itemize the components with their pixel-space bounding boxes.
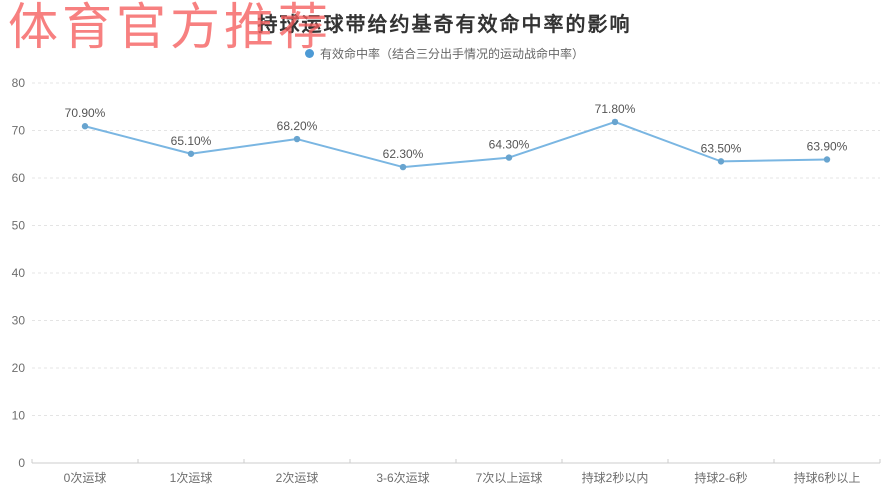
- data-label: 65.10%: [171, 134, 212, 148]
- data-label: 64.30%: [489, 138, 530, 152]
- data-label: 63.90%: [807, 139, 848, 153]
- data-label: 70.90%: [65, 106, 106, 120]
- y-axis-label: 0: [18, 456, 25, 470]
- y-axis-label: 50: [12, 219, 26, 233]
- legend-item[interactable]: 有效命中率（结合三分出手情况的运动战命中率）: [0, 45, 889, 62]
- y-axis-label: 10: [12, 409, 26, 423]
- x-axis-label: 1次运球: [170, 471, 213, 485]
- y-axis-label: 60: [12, 171, 26, 185]
- legend-label: 有效命中率（结合三分出手情况的运动战命中率）: [319, 47, 584, 61]
- x-axis-label: 0次运球: [64, 471, 107, 485]
- data-label: 62.30%: [383, 147, 424, 161]
- data-point[interactable]: [505, 154, 513, 161]
- x-axis-label: 持球2秒以内: [582, 470, 649, 485]
- y-axis-label: 30: [12, 314, 26, 328]
- chart-title: 持球运球带给约基奇有效命中率的影响: [257, 14, 632, 36]
- y-axis-label: 20: [12, 361, 26, 375]
- y-axis-label: 80: [12, 76, 26, 90]
- x-axis-label: 持球2-6秒: [694, 470, 747, 485]
- x-axis-label: 持球6秒以上: [794, 470, 861, 485]
- data-point[interactable]: [399, 163, 407, 171]
- series-line: [84, 120, 828, 169]
- data-label: 71.80%: [595, 102, 636, 116]
- data-point[interactable]: [717, 158, 725, 165]
- x-axis-label: 2次运球: [276, 471, 319, 485]
- data-label: 63.50%: [701, 141, 742, 155]
- y-axis-label: 40: [12, 266, 26, 280]
- data-point[interactable]: [187, 150, 195, 157]
- data-point[interactable]: [293, 135, 301, 143]
- x-axis-label: 3-6次运球: [376, 471, 429, 485]
- data-point[interactable]: [81, 123, 89, 130]
- data-point[interactable]: [823, 156, 831, 163]
- data-point[interactable]: [611, 118, 619, 126]
- legend-marker-icon: [304, 49, 314, 58]
- data-label: 68.20%: [277, 119, 318, 133]
- x-axis-label: 7次以上运球: [476, 471, 543, 485]
- y-axis-label: 70: [12, 124, 26, 138]
